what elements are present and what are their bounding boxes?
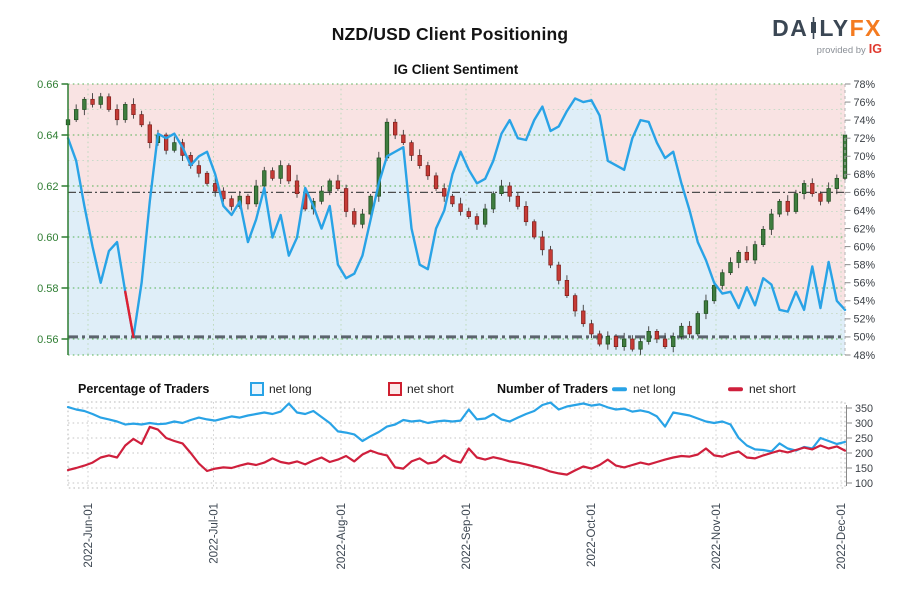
month-label: 2022-Aug-01 <box>336 503 348 570</box>
traders-tick-label: 150 <box>855 463 873 475</box>
right-axis-percent: 78% 76% 74% 72% 70% 68% 66% 64% 62% 60% 58% 56% 54% 5… <box>844 79 876 362</box>
legend-swatch-pct-net-long-icon <box>250 382 264 396</box>
traders-tick-label: 250 <box>855 433 873 445</box>
percent-tick-label: 52% <box>854 314 876 326</box>
logo-text-ly: LY <box>819 15 850 41</box>
percent-tick-label: 50% <box>854 332 876 344</box>
traders-tick-label: 200 <box>855 448 873 460</box>
ig-logo-text: IG <box>868 42 882 56</box>
logo-provided-by: provided by IG <box>772 42 882 56</box>
left-axis-price: 0.66 0.64 0.62 0.60 0.58 0.56 <box>37 79 69 355</box>
price-tick-label: 0.66 <box>37 79 58 91</box>
percent-tick-label: 78% <box>854 79 876 91</box>
legend-label-num-net-long: net long <box>633 382 676 396</box>
traders-tick-label: 350 <box>855 403 873 415</box>
num-net-short-line <box>66 425 847 476</box>
percent-tick-label: 74% <box>854 115 876 127</box>
traders-lines <box>66 401 847 476</box>
month-label: 2022-Sep-01 <box>461 503 473 570</box>
sentiment-line-red-segment <box>124 290 135 339</box>
chart-subtitle: IG Client Sentiment <box>393 62 519 77</box>
percent-tick-label: 60% <box>854 241 876 253</box>
legend-label-pct-net-short: net short <box>407 382 454 396</box>
sentiment-shading <box>68 84 845 355</box>
num-net-long-line <box>66 401 847 453</box>
legend-dash-num-net-long-icon <box>612 387 627 391</box>
legend-dash-num-net-short-icon <box>728 387 743 391</box>
percent-tick-label: 72% <box>854 133 876 145</box>
legend-label-pct-net-long: net long <box>269 382 312 396</box>
percent-tick-label: 68% <box>854 169 876 181</box>
percent-tick-label: 56% <box>854 278 876 290</box>
provided-by-text: provided by <box>816 45 866 56</box>
month-label: 2022-Nov-01 <box>711 503 723 569</box>
price-tick-label: 0.62 <box>37 181 58 193</box>
logo-text-da: DA <box>772 15 809 41</box>
month-label: 2022-Jun-01 <box>83 503 95 568</box>
percent-tick-label: 66% <box>854 187 876 199</box>
month-label: 2022-Jul-01 <box>209 503 221 564</box>
traders-tick-label: 100 <box>855 478 873 490</box>
price-tick-label: 0.60 <box>37 232 58 244</box>
dailyfx-wordmark: DA LY FX <box>772 16 882 40</box>
percent-tick-label: 70% <box>854 151 876 163</box>
percent-tick-label: 48% <box>854 350 876 362</box>
percent-tick-label: 64% <box>854 205 876 217</box>
month-label: 2022-Oct-01 <box>586 503 598 567</box>
legend-title-percentage-of-traders: Percentage of Traders <box>78 382 210 396</box>
price-tick-label: 0.56 <box>37 334 58 346</box>
price-candles <box>65 92 848 355</box>
bottom-right-axis: 350 300 250 200 150 100 <box>846 403 873 490</box>
bottom-gridlines <box>67 401 846 489</box>
legend-swatch-pct-net-short-icon <box>388 382 402 396</box>
sentiment-line <box>66 97 847 339</box>
month-label: 2022-Dec-01 <box>836 503 848 569</box>
percent-tick-label: 58% <box>854 259 876 271</box>
price-tick-label: 0.64 <box>37 130 58 142</box>
legend-label-num-net-short: net short <box>749 382 796 396</box>
legend-title-number-of-traders: Number of Traders <box>497 382 609 396</box>
legend: Percentage of Traders net long net short… <box>0 376 900 402</box>
percent-tick-label: 54% <box>854 296 876 308</box>
dailyfx-logo: DA LY FX provided by IG <box>772 16 882 56</box>
price-tick-label: 0.58 <box>37 283 58 295</box>
logo-text-fx: FX <box>849 15 882 41</box>
page-title: NZD/USD Client Positioning <box>331 24 569 44</box>
reference-lines <box>68 191 845 339</box>
percent-tick-label: 62% <box>854 223 876 235</box>
percent-tick-label: 76% <box>854 97 876 109</box>
candlestick-icon <box>811 17 817 39</box>
traders-tick-label: 300 <box>855 418 873 430</box>
month-labels: 2022-Jun-01 2022-Jul-01 2022-Aug-01 2022-Se… <box>83 503 848 570</box>
